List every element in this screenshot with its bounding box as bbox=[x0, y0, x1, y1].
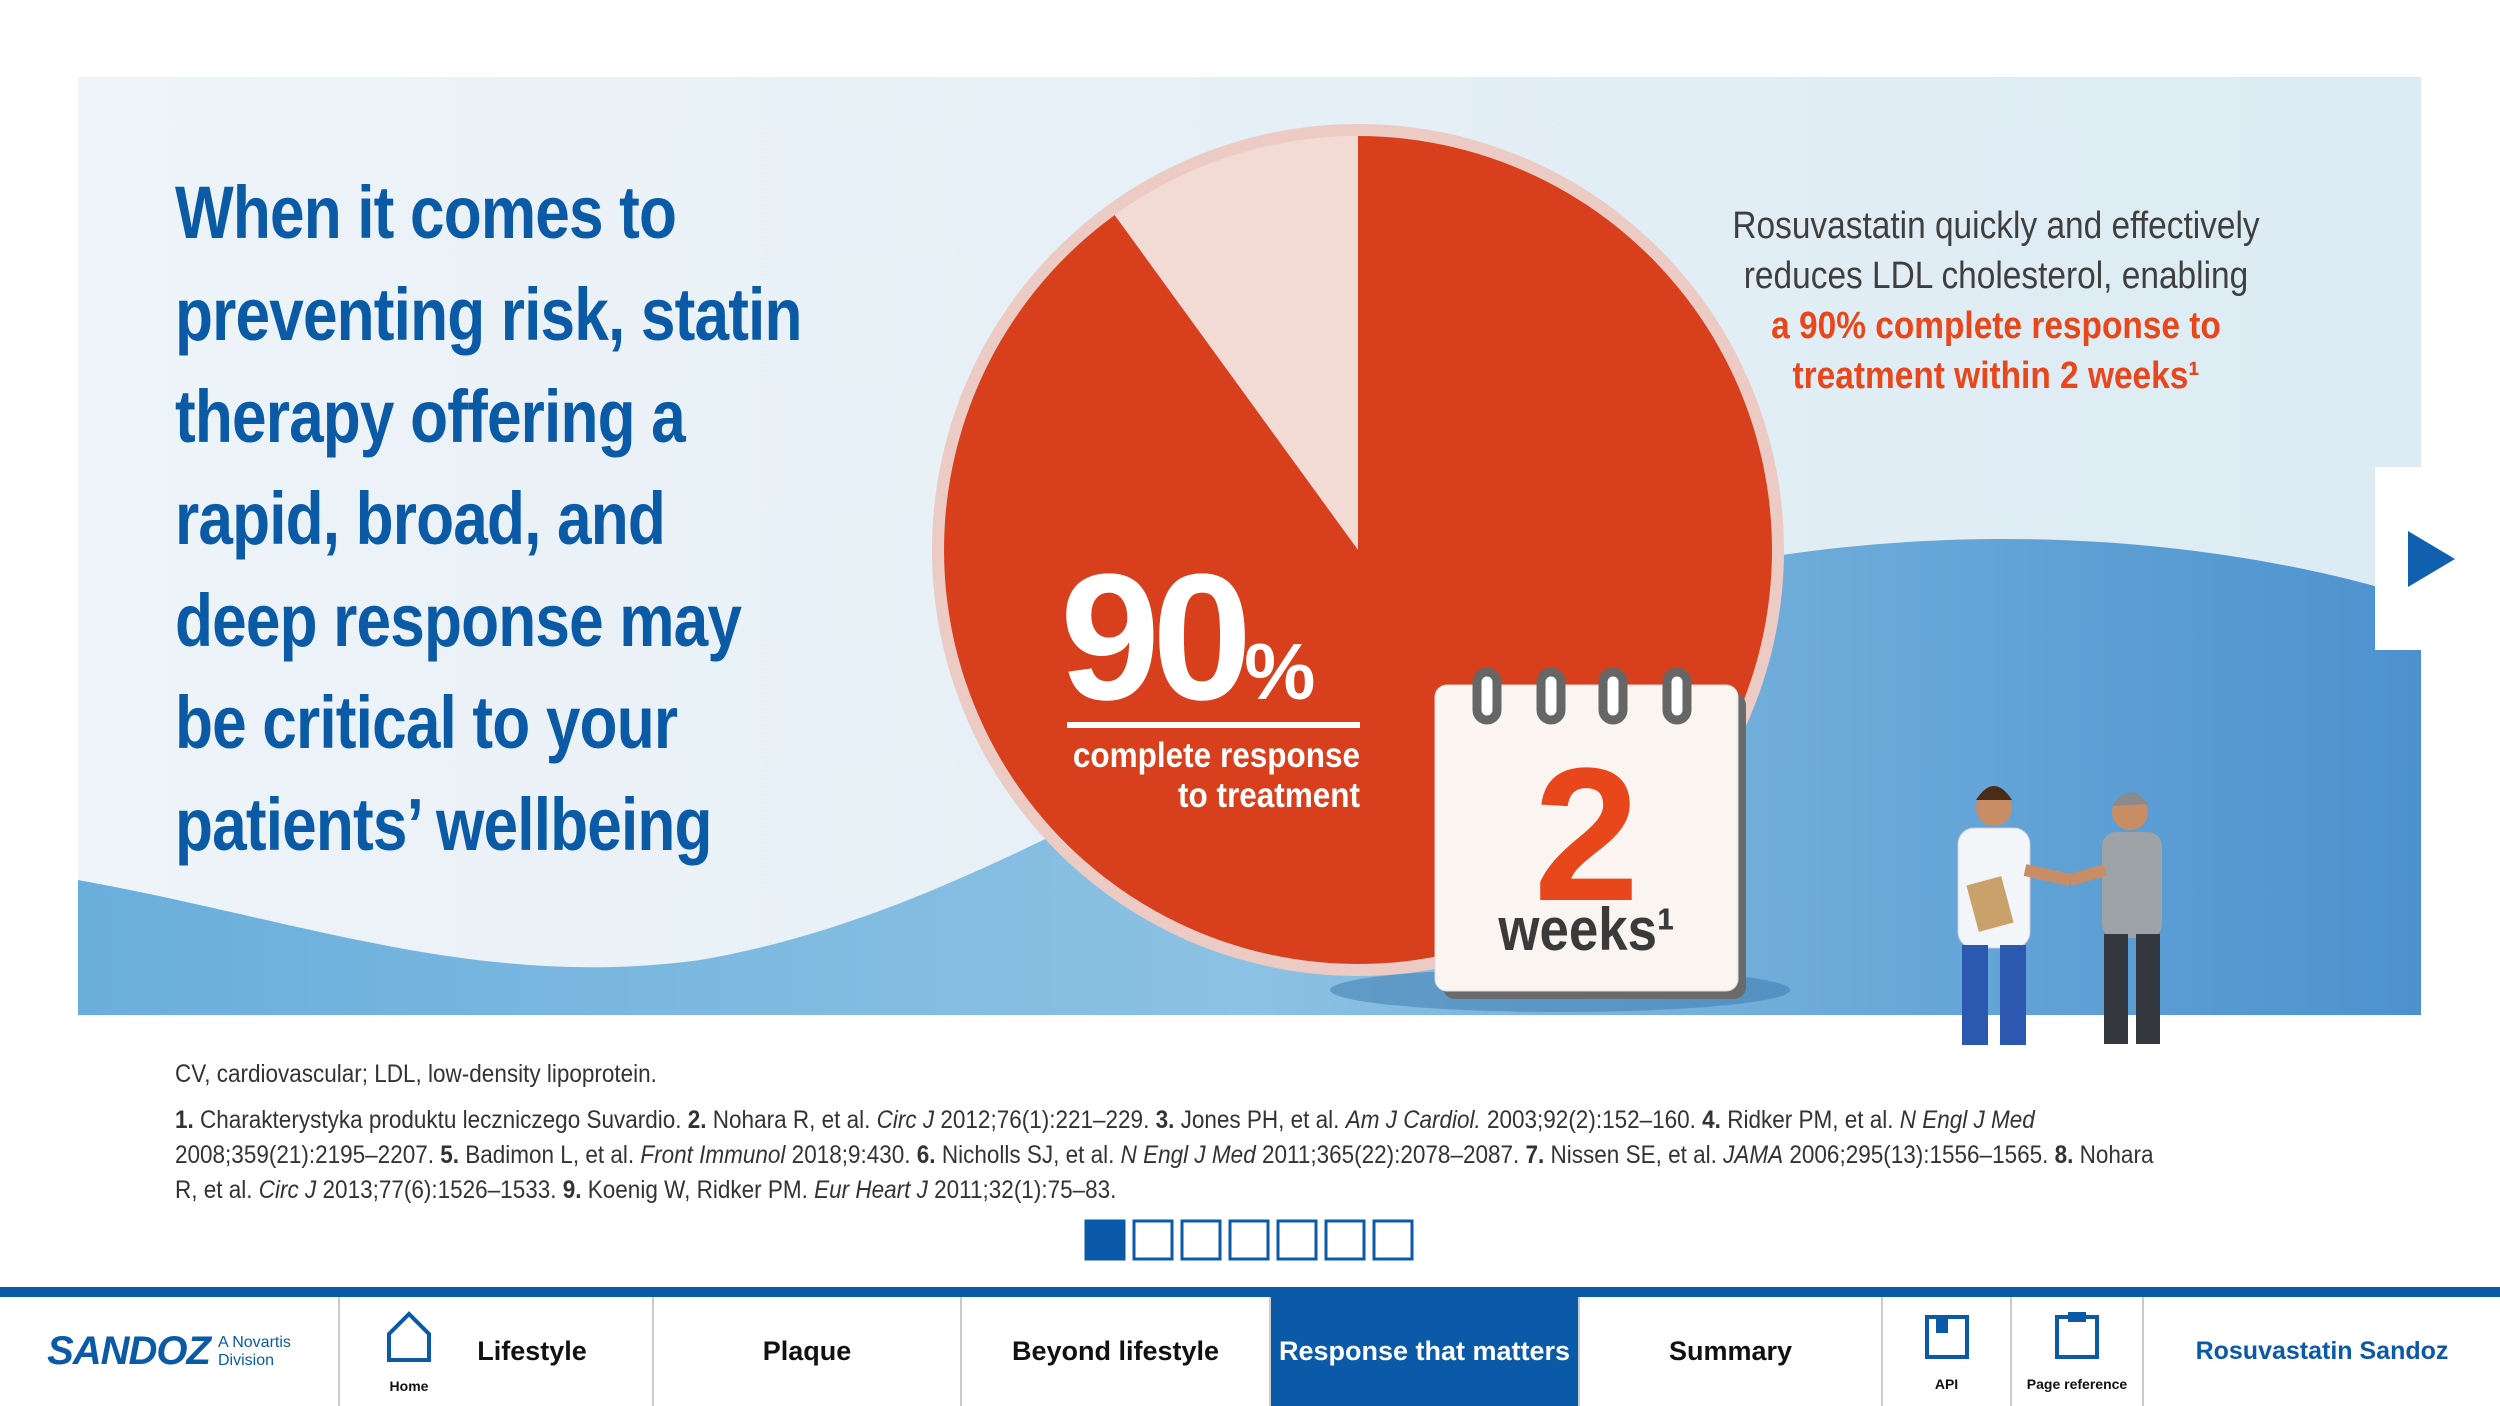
reference-text: N Engl J Med bbox=[1120, 1141, 1256, 1169]
headline-line: therapy offering a bbox=[175, 375, 686, 458]
rings bbox=[1472, 667, 1692, 725]
stat-number: 90 bbox=[1060, 537, 1252, 738]
reference-text: 2003;92(2):152–160. bbox=[1480, 1106, 1703, 1134]
calendar-number: 2 bbox=[1533, 729, 1640, 941]
page-dot[interactable] bbox=[1132, 1219, 1174, 1261]
summary-highlight: treatment within 2 weeks¹ bbox=[1792, 355, 2200, 397]
reference-text: 1. bbox=[175, 1106, 194, 1134]
reference-text: Charakterystyka produktu leczniczego Suv… bbox=[193, 1106, 688, 1134]
page-dot[interactable] bbox=[1324, 1219, 1366, 1261]
summary-line: Rosuvastatin quickly and effectively bbox=[1732, 205, 2260, 247]
calendar bbox=[1434, 684, 1739, 992]
reference-text: 9. bbox=[562, 1176, 582, 1204]
reference-text: 2012;76(1):221–229. bbox=[934, 1106, 1156, 1134]
nav-tab[interactable]: Beyond lifestyle bbox=[960, 1297, 1269, 1406]
logo-sub: A Novartis Division bbox=[218, 1334, 291, 1370]
next-arrow[interactable] bbox=[2408, 531, 2455, 587]
reference-text: 6. bbox=[916, 1141, 936, 1169]
reference-line: 2008;359(21):2195–2207. 5. Badimon L, et… bbox=[175, 1141, 2153, 1170]
page-dot[interactable] bbox=[1228, 1219, 1270, 1261]
reference-text: Nicholls SJ, et al. bbox=[935, 1141, 1121, 1169]
nav-tab[interactable]: Response that matters bbox=[1269, 1297, 1578, 1406]
reference-line: 1. Charakterystyka produktu leczniczego … bbox=[175, 1106, 2035, 1135]
tool-icon bbox=[1924, 1314, 1969, 1359]
headline-line: patients’ wellbeing bbox=[175, 783, 713, 866]
reference-text: JAMA bbox=[1723, 1141, 1784, 1169]
reference-text: Circ J bbox=[258, 1176, 317, 1204]
reference-text: Jones PH, et al. bbox=[1174, 1106, 1346, 1134]
reference-text: Nohara R, et al. bbox=[706, 1106, 877, 1134]
reference-text: 2013;77(6):1526–1533. bbox=[316, 1176, 563, 1204]
nav-tab[interactable]: Plaque bbox=[652, 1297, 960, 1406]
reference-text: 2008;359(21):2195–2207. bbox=[175, 1141, 441, 1169]
logo-sub-line: Division bbox=[217, 1351, 274, 1369]
tool-icon-detail bbox=[1935, 1316, 1948, 1333]
reference-text: R, et al. bbox=[175, 1176, 259, 1204]
stat-rule bbox=[1067, 722, 1360, 728]
logo[interactable]: SANDOZ A Novartis Division bbox=[0, 1297, 338, 1406]
reference-text: Front Immunol bbox=[640, 1141, 786, 1169]
reference-text: Badimon L, et al. bbox=[459, 1141, 641, 1169]
headline-line: be critical to your bbox=[175, 681, 678, 764]
summary-highlight: a 90% complete response to bbox=[1771, 305, 2221, 347]
page-dot[interactable] bbox=[1372, 1219, 1414, 1261]
reference-text: 2011;32(1):75–83. bbox=[927, 1176, 1117, 1204]
home-button[interactable]: Home bbox=[338, 1297, 478, 1406]
logo-text: SANDOZ bbox=[47, 1329, 211, 1373]
stat-value: 90% bbox=[1060, 548, 1315, 762]
headline-line: preventing risk, statin bbox=[175, 273, 802, 356]
nav-tab[interactable]: Summary bbox=[1578, 1297, 1881, 1406]
headline-line: deep response may bbox=[175, 579, 742, 662]
tool-icon bbox=[2055, 1311, 2099, 1359]
illustration bbox=[1957, 786, 2162, 1045]
reference-text: N Engl J Med bbox=[1899, 1106, 2035, 1134]
reference-text: 8. bbox=[2054, 1141, 2074, 1169]
caption-line: complete response bbox=[1072, 736, 1360, 775]
reference-text: Ridker PM, et al. bbox=[1720, 1106, 1900, 1134]
reference-text: Nissen SE, et al. bbox=[1544, 1141, 1724, 1169]
home-label: Home bbox=[389, 1377, 429, 1394]
page-dot[interactable] bbox=[1276, 1219, 1318, 1261]
nav-tool[interactable]: Page reference bbox=[2010, 1297, 2142, 1406]
logo-sub-line: A Novartis bbox=[217, 1333, 291, 1351]
reference-text: Am J Cardiol. bbox=[1345, 1106, 1481, 1134]
tool-icon-detail bbox=[2068, 1311, 2086, 1322]
calendar-label: weeks¹ bbox=[1498, 896, 1675, 963]
reference-text: Circ J bbox=[876, 1106, 935, 1134]
reference-text: Koenig W, Ridker PM. bbox=[581, 1176, 815, 1204]
tool-label: API bbox=[1934, 1375, 1959, 1392]
reference-text: 3. bbox=[1155, 1106, 1175, 1134]
pagination bbox=[1084, 1219, 1414, 1261]
headline-line: When it comes to bbox=[175, 171, 677, 254]
nav-rule bbox=[0, 1287, 2500, 1297]
home-icon bbox=[387, 1310, 431, 1362]
reference-text: 7. bbox=[1525, 1141, 1545, 1169]
reference-text: 2006;295(13):1556–1565. bbox=[1783, 1141, 2055, 1169]
reference-line: R, et al. Circ J 2013;77(6):1526–1533. 9… bbox=[175, 1176, 1116, 1205]
reference-text: 5. bbox=[440, 1141, 460, 1169]
headline-line: rapid, broad, and bbox=[175, 477, 666, 560]
reference-text: 2011;365(22):2078–2087. bbox=[1255, 1141, 1526, 1169]
caption-line: to treatment bbox=[1177, 776, 1360, 815]
stat-caption: complete response to treatment bbox=[1036, 736, 1360, 816]
stat-unit: % bbox=[1244, 627, 1316, 716]
summary-line: reduces LDL cholesterol, enabling bbox=[1743, 255, 2249, 297]
tool-icon-shape bbox=[2055, 1314, 2099, 1359]
reference-text: 2018;9:430. bbox=[785, 1141, 917, 1169]
reference-text: 4. bbox=[1702, 1106, 1721, 1134]
brand[interactable]: Rosuvastatin Sandoz bbox=[2142, 1297, 2500, 1406]
page-dot[interactable] bbox=[1084, 1219, 1126, 1261]
tool-label: Page reference bbox=[2026, 1375, 2128, 1392]
reference-text: 2. bbox=[687, 1106, 707, 1134]
nav-tool[interactable]: API bbox=[1881, 1297, 2010, 1406]
reference-text: Nohara bbox=[2073, 1141, 2154, 1169]
reference-text: Eur Heart J bbox=[814, 1176, 928, 1204]
page-dot[interactable] bbox=[1180, 1219, 1222, 1261]
abbreviations: CV, cardiovascular; LDL, low-density lip… bbox=[175, 1060, 657, 1088]
